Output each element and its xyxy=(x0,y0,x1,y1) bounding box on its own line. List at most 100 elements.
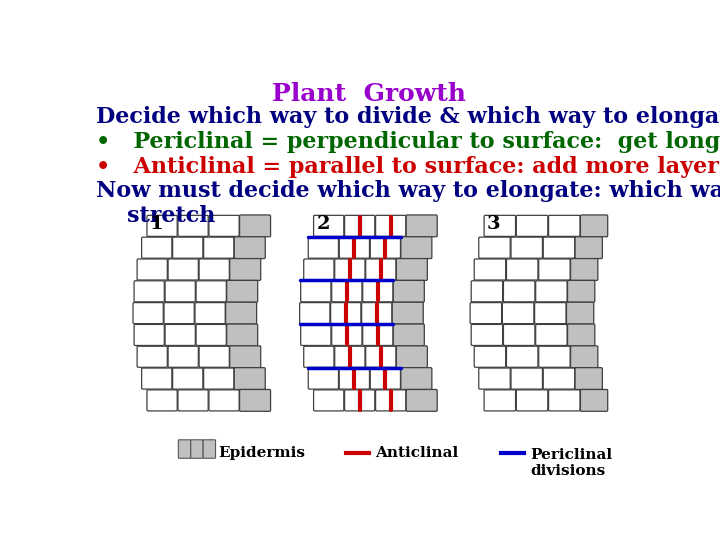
FancyBboxPatch shape xyxy=(209,390,239,411)
FancyBboxPatch shape xyxy=(204,368,234,389)
FancyBboxPatch shape xyxy=(484,215,516,237)
FancyBboxPatch shape xyxy=(549,390,580,411)
FancyBboxPatch shape xyxy=(506,259,538,280)
FancyBboxPatch shape xyxy=(332,281,362,302)
FancyBboxPatch shape xyxy=(134,325,164,346)
FancyBboxPatch shape xyxy=(393,324,424,346)
FancyBboxPatch shape xyxy=(330,302,361,323)
FancyBboxPatch shape xyxy=(168,259,198,280)
FancyBboxPatch shape xyxy=(191,440,203,458)
FancyBboxPatch shape xyxy=(339,368,369,389)
FancyBboxPatch shape xyxy=(332,325,362,346)
FancyBboxPatch shape xyxy=(470,302,502,323)
FancyBboxPatch shape xyxy=(196,325,226,346)
FancyBboxPatch shape xyxy=(134,281,164,302)
FancyBboxPatch shape xyxy=(366,346,396,367)
FancyBboxPatch shape xyxy=(539,259,570,280)
FancyBboxPatch shape xyxy=(376,390,406,411)
FancyBboxPatch shape xyxy=(511,368,542,389)
FancyBboxPatch shape xyxy=(173,368,203,389)
Text: •   Periclinal = perpendicular to surface:  get longer: • Periclinal = perpendicular to surface:… xyxy=(96,131,720,153)
FancyBboxPatch shape xyxy=(147,390,177,411)
FancyBboxPatch shape xyxy=(549,215,580,237)
FancyBboxPatch shape xyxy=(230,259,261,280)
FancyBboxPatch shape xyxy=(301,325,331,346)
FancyBboxPatch shape xyxy=(503,281,535,302)
FancyBboxPatch shape xyxy=(570,346,598,368)
FancyBboxPatch shape xyxy=(308,368,338,389)
FancyBboxPatch shape xyxy=(406,215,437,237)
FancyBboxPatch shape xyxy=(199,346,230,367)
FancyBboxPatch shape xyxy=(335,346,365,367)
FancyBboxPatch shape xyxy=(363,281,393,302)
FancyBboxPatch shape xyxy=(392,302,423,324)
FancyBboxPatch shape xyxy=(164,302,194,323)
FancyBboxPatch shape xyxy=(301,281,331,302)
FancyBboxPatch shape xyxy=(580,389,608,411)
FancyBboxPatch shape xyxy=(178,390,208,411)
FancyBboxPatch shape xyxy=(204,237,234,258)
FancyBboxPatch shape xyxy=(471,281,503,302)
FancyBboxPatch shape xyxy=(575,237,603,259)
FancyBboxPatch shape xyxy=(484,390,516,411)
FancyBboxPatch shape xyxy=(335,259,365,280)
FancyBboxPatch shape xyxy=(199,259,230,280)
FancyBboxPatch shape xyxy=(196,281,226,302)
FancyBboxPatch shape xyxy=(575,368,603,389)
Text: 2: 2 xyxy=(316,215,330,233)
FancyBboxPatch shape xyxy=(240,215,271,237)
FancyBboxPatch shape xyxy=(567,324,595,346)
FancyBboxPatch shape xyxy=(234,368,265,389)
Text: Anticlinal: Anticlinal xyxy=(375,446,459,460)
FancyBboxPatch shape xyxy=(536,325,567,346)
FancyBboxPatch shape xyxy=(539,346,570,367)
FancyBboxPatch shape xyxy=(304,346,334,367)
FancyBboxPatch shape xyxy=(370,237,400,258)
Text: Now must decide which way to elongate: which walls to: Now must decide which way to elongate: w… xyxy=(96,180,720,202)
Text: stretch: stretch xyxy=(96,205,215,227)
FancyBboxPatch shape xyxy=(339,237,369,258)
FancyBboxPatch shape xyxy=(506,346,538,367)
FancyBboxPatch shape xyxy=(137,346,167,367)
FancyBboxPatch shape xyxy=(363,325,393,346)
FancyBboxPatch shape xyxy=(165,281,195,302)
FancyBboxPatch shape xyxy=(471,325,503,346)
FancyBboxPatch shape xyxy=(137,259,167,280)
FancyBboxPatch shape xyxy=(300,302,330,323)
FancyBboxPatch shape xyxy=(406,389,437,411)
Text: •   Anticlinal = parallel to surface: add more layers: • Anticlinal = parallel to surface: add … xyxy=(96,156,720,178)
FancyBboxPatch shape xyxy=(304,259,334,280)
Text: 3: 3 xyxy=(487,215,500,233)
FancyBboxPatch shape xyxy=(227,280,258,302)
FancyBboxPatch shape xyxy=(168,346,198,367)
FancyBboxPatch shape xyxy=(503,302,534,323)
FancyBboxPatch shape xyxy=(179,440,191,458)
FancyBboxPatch shape xyxy=(511,237,542,258)
FancyBboxPatch shape xyxy=(536,281,567,302)
Text: Periclinal
divisions: Periclinal divisions xyxy=(530,448,612,478)
FancyBboxPatch shape xyxy=(178,215,208,237)
FancyBboxPatch shape xyxy=(516,390,548,411)
FancyBboxPatch shape xyxy=(345,215,375,237)
FancyBboxPatch shape xyxy=(142,368,172,389)
FancyBboxPatch shape xyxy=(516,215,548,237)
FancyBboxPatch shape xyxy=(133,302,163,323)
FancyBboxPatch shape xyxy=(543,237,575,258)
Text: Epidermis: Epidermis xyxy=(218,446,305,460)
FancyBboxPatch shape xyxy=(240,389,271,411)
FancyBboxPatch shape xyxy=(393,280,424,302)
FancyBboxPatch shape xyxy=(195,302,225,323)
Text: Plant  Growth: Plant Growth xyxy=(272,82,466,106)
FancyBboxPatch shape xyxy=(234,237,265,259)
FancyBboxPatch shape xyxy=(142,237,172,258)
FancyBboxPatch shape xyxy=(401,368,432,389)
FancyBboxPatch shape xyxy=(370,368,400,389)
FancyBboxPatch shape xyxy=(396,259,428,280)
FancyBboxPatch shape xyxy=(308,237,338,258)
Text: Decide which way to divide & which way to elongate: Decide which way to divide & which way t… xyxy=(96,106,720,129)
FancyBboxPatch shape xyxy=(580,215,608,237)
FancyBboxPatch shape xyxy=(479,237,510,258)
FancyBboxPatch shape xyxy=(361,302,392,323)
FancyBboxPatch shape xyxy=(345,390,375,411)
FancyBboxPatch shape xyxy=(147,215,177,237)
